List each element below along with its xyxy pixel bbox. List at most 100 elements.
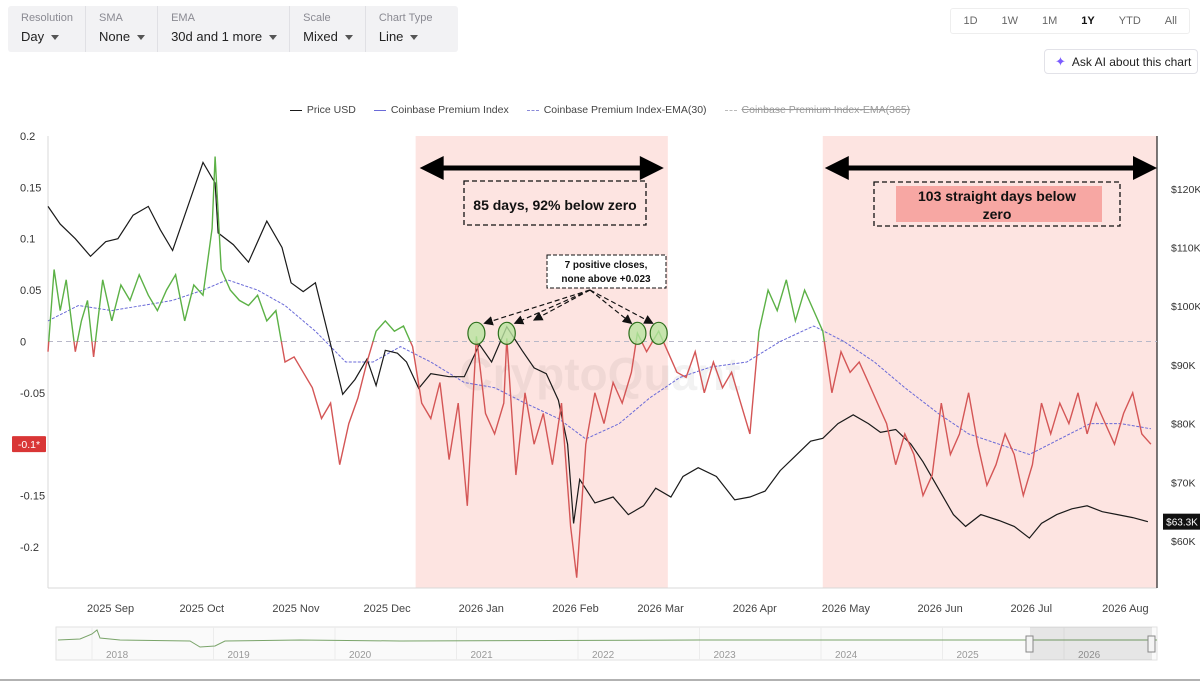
period-1-label-box (463, 180, 647, 226)
ema-value: 30d and 1 more (171, 29, 263, 44)
legend-label: Coinbase Premium Index (390, 104, 509, 116)
shaded-period-1 (415, 136, 668, 588)
range-1w-button[interactable]: 1W (1001, 15, 1019, 27)
x-axis-tick-label: 2026 Feb (552, 603, 598, 615)
callout-line2: none above +0.023 (561, 274, 651, 285)
right-axis-tick-label: $70K (1171, 477, 1196, 489)
navigator-year-label: 2023 (714, 650, 737, 661)
navigator-handle-right[interactable] (1147, 635, 1156, 653)
navigator-series (57, 629, 1157, 648)
positive-close-marker (649, 321, 668, 345)
watermark: CryptoQuant (459, 348, 740, 400)
left-axis-tick-label: 0 (20, 336, 26, 348)
right-axis-tick-label: $90K (1171, 360, 1196, 372)
x-axis-tick-label: 2026 Mar (637, 603, 684, 615)
legend-swatch (526, 109, 539, 111)
resolution-label: Resolution (21, 12, 73, 24)
range-ytd-button[interactable]: YTD (1118, 15, 1141, 27)
sparkle-icon: ✦ (1055, 53, 1066, 69)
period-2-arrow-head-right (1133, 156, 1157, 180)
left-axis-tick-label: 0.05 (20, 285, 41, 297)
resolution-value: Day (21, 29, 45, 44)
x-axis-tick-label: 2026 May (822, 603, 871, 615)
x-axis-tick-label: 2025 Dec (364, 603, 412, 615)
ask-ai-label: Ask AI about this chart (1071, 54, 1192, 69)
scale-label: Scale (303, 12, 331, 24)
navigator-year-label: 2025 (957, 650, 980, 661)
right-axis-tick-label: $60K (1171, 536, 1196, 548)
left-axis-tick-label: 0.2 (20, 131, 35, 143)
sma-dropdown[interactable]: SMA None (86, 6, 159, 52)
right-axis-tick-label: $100K (1171, 301, 1200, 313)
premium-index-line-negative (47, 341, 1152, 578)
callout-arrow (589, 289, 654, 324)
right-axis-tick-label: $80K (1171, 419, 1196, 431)
navigator-year-label: 2024 (835, 650, 858, 661)
chevron-down-icon (137, 35, 146, 41)
legend-premium-ema30[interactable]: Coinbase Premium Index-EMA(30) (526, 102, 707, 118)
x-axis-tick-label: 2025 Oct (179, 603, 224, 615)
callout-arrow (513, 289, 591, 325)
resolution-dropdown[interactable]: Resolution Day (8, 6, 86, 52)
left-axis-tick-label: -0.2 (20, 542, 39, 554)
chart-type-label: Chart Type (378, 12, 433, 24)
legend-swatch (289, 109, 302, 111)
x-axis-tick-label: 2026 Apr (733, 603, 777, 615)
legend-label: Price USD (306, 104, 356, 116)
positive-close-marker (467, 321, 486, 345)
callout-line1: 7 positive closes, (565, 260, 648, 271)
x-axis-tick-label: 2025 Sep (87, 603, 134, 615)
range-1m-button[interactable]: 1M (1042, 15, 1058, 27)
period-1-arrow-head-left (419, 156, 444, 180)
navigator-year-label: 2026 (1078, 650, 1101, 661)
range-1d-button[interactable]: 1D (963, 15, 978, 27)
chart-toolbar: Resolution Day SMA None EMA 30d and 1 mo… (8, 6, 459, 52)
left-axis-tick-label: 0.1 (20, 234, 35, 246)
callout-arrow (589, 289, 633, 325)
navigator-selection (1030, 627, 1152, 660)
current-value-badge-text: -0.1* (18, 439, 40, 451)
callout-box (546, 254, 667, 289)
range-all-button[interactable]: All (1164, 15, 1177, 27)
positive-close-marker (497, 321, 516, 345)
navigator-year-label: 2020 (349, 650, 372, 661)
navigator-handle-left[interactable] (1025, 635, 1034, 653)
navigator-panel (55, 626, 1158, 661)
legend-swatch (373, 109, 386, 111)
current-value-badge (12, 436, 46, 453)
left-axis-tick-label: -0.05 (20, 388, 45, 400)
period-2-label-box (873, 181, 1121, 227)
price-line (47, 160, 1149, 539)
sma-label: SMA (98, 12, 123, 24)
period-2-label-line2: zero (983, 206, 1012, 222)
callout-arrow (483, 289, 591, 326)
x-axis-tick-label: 2025 Nov (272, 603, 320, 615)
legend-premium-index[interactable]: Coinbase Premium Index (373, 102, 509, 118)
navigator-year-label: 2019 (228, 650, 251, 661)
legend-price-usd[interactable]: Price USD (289, 102, 356, 118)
left-axis-tick-label: 0.15 (20, 182, 41, 194)
ema30-line (47, 279, 1151, 456)
positive-close-marker (628, 321, 647, 345)
navigator-year-label: 2021 (471, 650, 494, 661)
range-1y-button[interactable]: 1Y (1081, 15, 1095, 27)
left-axis-tick-label: -0.15 (20, 491, 45, 503)
chart-type-value: Line (378, 29, 404, 44)
x-axis-tick-label: 2026 Jun (917, 603, 962, 615)
period-2-arrow-head-left (824, 156, 849, 180)
premium-index-line-positive (48, 156, 826, 342)
navigator-year-label: 2018 (106, 650, 129, 661)
chevron-down-icon (51, 35, 60, 41)
chevron-down-icon (269, 35, 278, 41)
ema-dropdown[interactable]: EMA 30d and 1 more (158, 6, 291, 52)
ema-label: EMA (171, 12, 195, 24)
period-2-label-line1: 103 straight days below (918, 188, 1076, 204)
x-axis-tick-label: 2026 Aug (1102, 603, 1149, 615)
chart-type-dropdown[interactable]: Chart Type Line (366, 6, 459, 52)
x-axis-tick-label: 2026 Jan (459, 603, 504, 615)
scale-value: Mixed (303, 29, 338, 44)
legend-premium-ema365[interactable]: Coinbase Premium Index-EMA(365) (724, 102, 910, 118)
ask-ai-button[interactable]: ✦ Ask AI about this chart (1044, 49, 1198, 74)
scale-dropdown[interactable]: Scale Mixed (290, 6, 366, 52)
